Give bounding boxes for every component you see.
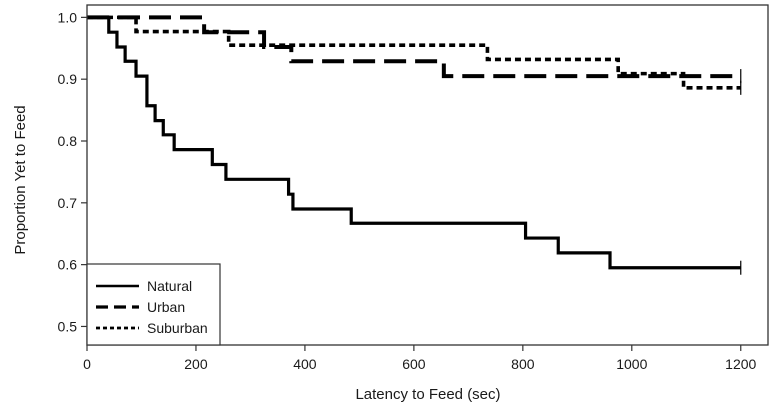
y-tick-label: 1.0 (58, 9, 78, 25)
x-tick-label: 400 (293, 356, 317, 372)
legend-box (86, 263, 221, 346)
y-tick-label: 0.8 (58, 133, 78, 149)
plot-frame (86, 4, 769, 346)
x-tick-label: 1000 (616, 356, 647, 372)
legend-label-suburban: Suburban (147, 320, 208, 336)
legend-label-natural: Natural (147, 278, 192, 294)
x-tick-label: 1200 (725, 356, 756, 372)
y-tick-label: 0.5 (58, 318, 78, 334)
x-axis-title: Latency to Feed (sec) (355, 386, 500, 403)
y-tick-label: 0.9 (58, 71, 78, 87)
x-tick-label: 600 (402, 356, 426, 372)
series-line-natural (87, 15, 741, 270)
series-line-urban (87, 15, 741, 79)
series-line-suburban (87, 15, 741, 90)
x-tick-label: 800 (511, 356, 535, 372)
legend-label-urban: Urban (147, 299, 185, 315)
x-tick-label: 0 (83, 356, 91, 372)
y-tick-label: 0.6 (58, 257, 78, 273)
y-tick-label: 0.7 (58, 195, 78, 211)
y-axis-title: Proportion Yet to Feed (12, 105, 29, 254)
x-tick-label: 200 (184, 356, 208, 372)
